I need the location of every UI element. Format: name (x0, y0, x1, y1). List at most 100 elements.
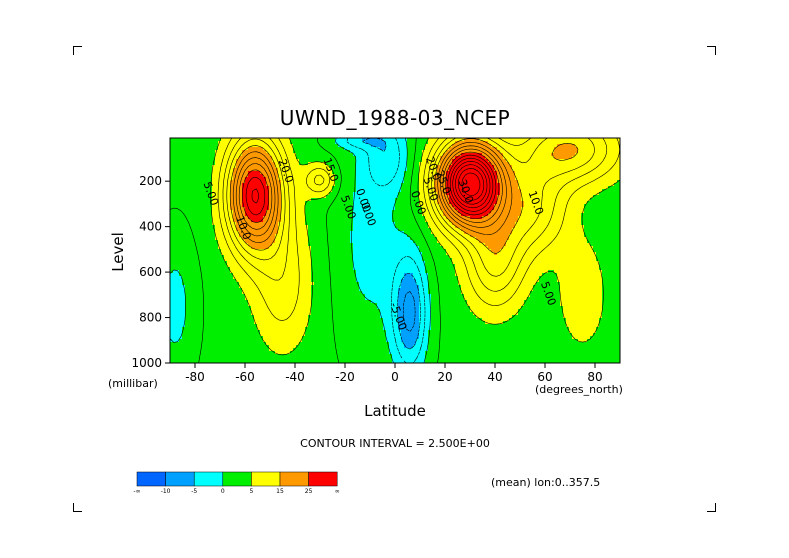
field-cell (368, 207, 372, 211)
field-cell (503, 216, 507, 220)
field-cell (338, 213, 342, 217)
field-cell (347, 147, 351, 151)
field-cell (533, 219, 537, 223)
field-cell (491, 138, 495, 142)
field-cell (290, 165, 294, 169)
field-cell (287, 174, 291, 178)
field-cell (269, 168, 273, 172)
field-cell (299, 153, 303, 157)
field-cell (251, 204, 255, 208)
field-cell (179, 219, 183, 223)
field-cell (350, 138, 354, 142)
field-cell (362, 159, 366, 163)
field-cell (557, 141, 561, 145)
field-cell (605, 231, 609, 235)
field-cell (524, 219, 528, 223)
field-cell (317, 219, 321, 223)
field-cell (614, 201, 618, 205)
field-cell (608, 204, 612, 208)
field-cell (470, 210, 474, 214)
field-cell (536, 138, 540, 142)
field-cell (389, 174, 393, 178)
field-cell (233, 141, 237, 145)
field-cell (353, 231, 357, 235)
field-cell (200, 156, 204, 160)
field-cell (455, 231, 459, 235)
field-cell (416, 192, 420, 196)
field-cell (269, 159, 273, 163)
field-cell (485, 195, 489, 199)
field-cell (455, 219, 459, 223)
field-cell (335, 165, 339, 169)
field-cell (248, 189, 252, 193)
field-cell (359, 198, 363, 202)
field-cell (584, 174, 588, 178)
field-cell (356, 162, 360, 166)
field-cell (185, 186, 189, 190)
field-cell (443, 210, 447, 214)
field-cell (467, 150, 471, 154)
field-cell (416, 138, 420, 142)
field-cell (200, 147, 204, 151)
field-cell (509, 177, 513, 181)
field-cell (503, 186, 507, 190)
field-cell (545, 165, 549, 169)
field-cell (350, 165, 354, 169)
field-cell (317, 186, 321, 190)
field-cell (458, 156, 462, 160)
field-cell (368, 234, 372, 238)
field-cell (383, 180, 387, 184)
field-cell (425, 147, 429, 151)
field-cell (602, 147, 606, 151)
field-cell (467, 201, 471, 205)
field-cell (299, 204, 303, 208)
field-cell (533, 210, 537, 214)
field-cell (365, 219, 369, 223)
field-cell (497, 225, 501, 229)
field-cell (188, 234, 192, 238)
field-cell (500, 147, 504, 151)
field-cell (503, 213, 507, 217)
field-cell (365, 213, 369, 217)
field-cell (467, 231, 471, 235)
field-cell (602, 180, 606, 184)
x-axis-label: Latitude (364, 402, 426, 420)
field-cell (296, 216, 300, 220)
field-cell (401, 141, 405, 145)
field-cell (584, 159, 588, 163)
field-cell (578, 207, 582, 211)
field-cell (245, 180, 249, 184)
field-cell (617, 147, 620, 151)
field-cell (212, 165, 216, 169)
field-cell (182, 216, 186, 220)
field-cell (596, 234, 600, 238)
field-cell (173, 159, 177, 163)
field-cell (545, 210, 549, 214)
field-cell (257, 153, 261, 157)
field-cell (596, 168, 600, 172)
field-cell (611, 234, 615, 238)
field-cell (542, 159, 546, 163)
field-cell (425, 153, 429, 157)
field-cell (536, 174, 540, 178)
field-cell (530, 162, 534, 166)
field-cell (347, 168, 351, 172)
field-cell (587, 144, 591, 148)
field-cell (371, 195, 375, 199)
field-cell (599, 225, 603, 229)
field-cell (332, 189, 336, 193)
field-cell (212, 216, 216, 220)
field-cell (299, 192, 303, 196)
field-cell (383, 144, 387, 148)
field-cell (290, 168, 294, 172)
field-cell (410, 201, 414, 205)
field-cell (347, 225, 351, 229)
field-cell (470, 168, 474, 172)
field-cell (428, 207, 432, 211)
field-cell (359, 225, 363, 229)
field-cell (236, 216, 240, 220)
field-cell (536, 156, 540, 160)
field-cell (458, 234, 462, 238)
field-cell (191, 225, 195, 229)
field-cell (605, 204, 609, 208)
